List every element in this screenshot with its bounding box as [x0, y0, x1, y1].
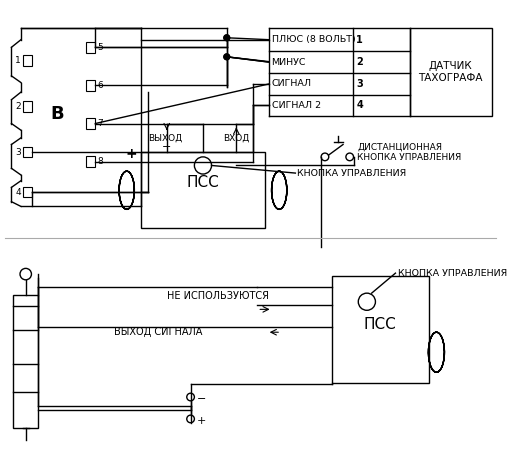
Bar [13, 295, 38, 429]
Text: 4: 4 [15, 187, 21, 197]
Text: −: − [197, 394, 207, 404]
Text: 7: 7 [97, 119, 103, 128]
Bar [23, 101, 33, 112]
Text: ВХОД: ВХОД [223, 133, 249, 142]
Text: В: В [50, 105, 64, 123]
Circle shape [224, 54, 230, 60]
Bar [141, 152, 265, 228]
Circle shape [20, 268, 32, 280]
Text: МИНУС: МИНУС [271, 57, 306, 66]
Text: 1: 1 [15, 56, 21, 65]
Text: 3: 3 [15, 147, 21, 157]
Text: КНОПКА УПРАВЛЕНИЯ: КНОПКА УПРАВЛЕНИЯ [398, 268, 508, 277]
Circle shape [224, 35, 230, 41]
Bar [86, 42, 95, 53]
Text: НЕ ИСПОЛЬЗУЮТСЯ: НЕ ИСПОЛЬЗУЮТСЯ [167, 291, 269, 301]
Circle shape [187, 415, 195, 423]
Text: +: + [197, 416, 207, 426]
Circle shape [321, 153, 329, 161]
Text: ПСС: ПСС [187, 175, 219, 190]
Text: СИГНАЛ 2: СИГНАЛ 2 [271, 101, 321, 110]
Text: 8: 8 [97, 157, 103, 166]
Circle shape [195, 157, 211, 174]
Text: ДИСТАНЦИОННАЯ
КНОПКА УПРАВЛЕНИЯ: ДИСТАНЦИОННАЯ КНОПКА УПРАВЛЕНИЯ [357, 142, 462, 162]
Text: ПЛЮС (8 ВОЛЬТ): ПЛЮС (8 ВОЛЬТ) [271, 35, 356, 44]
Circle shape [224, 35, 230, 41]
Text: 2: 2 [15, 102, 21, 111]
Bar [331, 276, 429, 383]
Bar [86, 156, 95, 167]
Text: +: + [126, 147, 137, 161]
Text: 1: 1 [357, 35, 363, 45]
Bar [23, 187, 33, 197]
Text: 2: 2 [357, 57, 363, 67]
Text: ПСС: ПСС [364, 317, 397, 332]
Text: ВЫХОД: ВЫХОД [148, 133, 182, 142]
Bar [23, 147, 33, 157]
Bar [23, 56, 33, 66]
Bar [86, 118, 95, 129]
Text: 3: 3 [357, 79, 363, 89]
Circle shape [346, 153, 353, 161]
Circle shape [224, 54, 230, 60]
Text: 5: 5 [97, 43, 103, 52]
Text: −: − [162, 142, 171, 152]
Circle shape [358, 293, 376, 310]
Text: ВЫХОД СИГНАЛА: ВЫХОД СИГНАЛА [114, 327, 203, 337]
Text: КНОПКА УПРАВЛЕНИЯ: КНОПКА УПРАВЛЕНИЯ [297, 169, 407, 178]
Text: ДАТЧИК
ТАХОГРАФА: ДАТЧИК ТАХОГРАФА [419, 61, 483, 83]
Circle shape [187, 393, 195, 401]
Text: 4: 4 [357, 100, 363, 110]
Bar [86, 80, 95, 90]
Bar [410, 28, 492, 116]
Text: СИГНАЛ: СИГНАЛ [271, 80, 312, 89]
Text: 6: 6 [97, 81, 103, 90]
